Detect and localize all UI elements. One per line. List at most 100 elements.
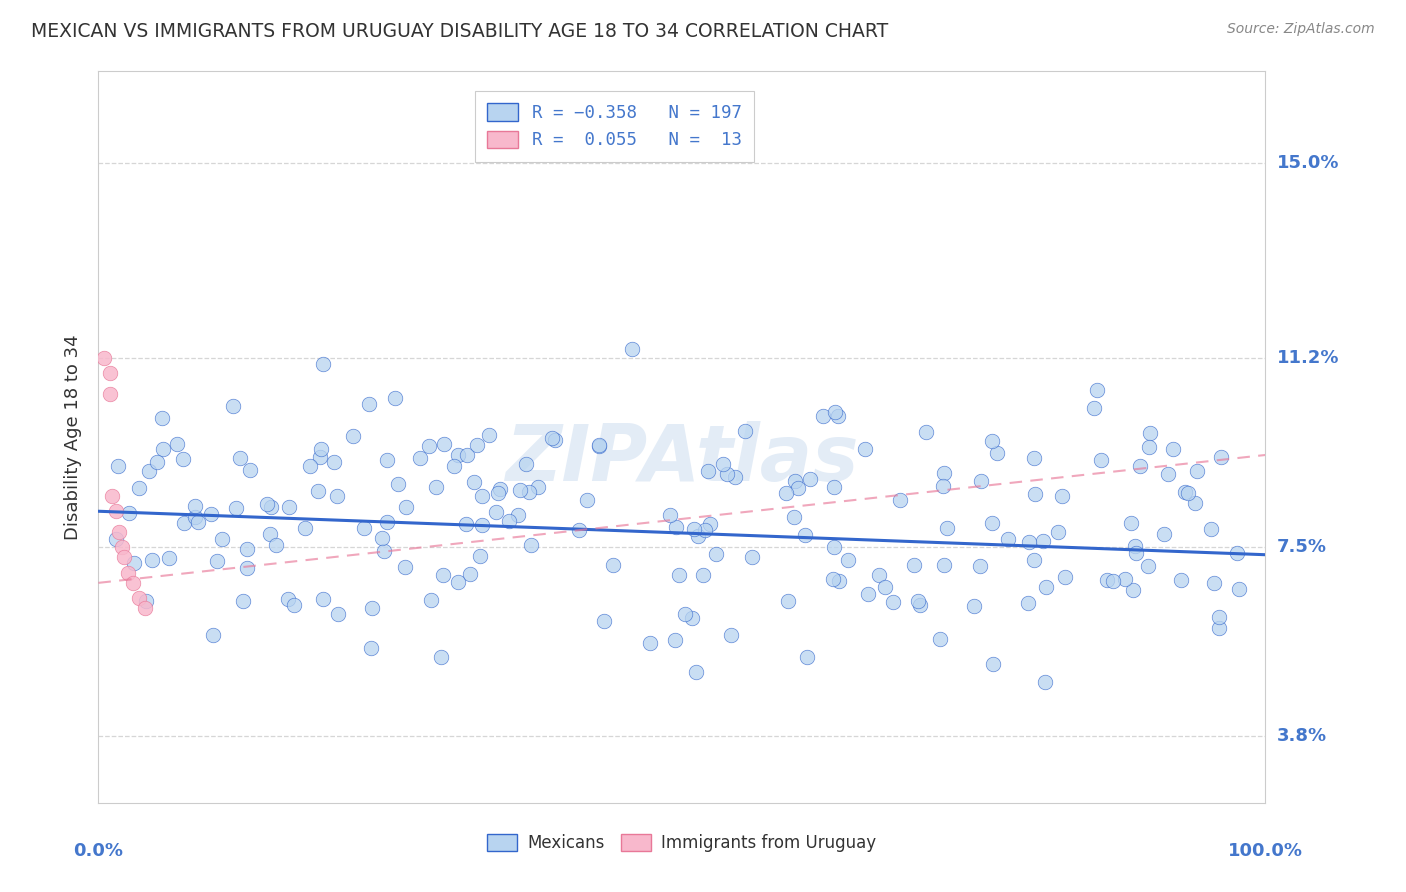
- Point: [519, 538, 541, 552]
- Point: [827, 409, 849, 424]
- Point: [117, 566, 139, 580]
- Point: [527, 479, 550, 493]
- Point: [793, 528, 815, 542]
- Text: 7.5%: 7.5%: [1277, 538, 1326, 556]
- Point: [506, 508, 529, 523]
- Point: [200, 507, 222, 521]
- Point: [359, 396, 381, 410]
- Point: [277, 500, 299, 514]
- Point: [543, 433, 565, 447]
- Point: [889, 493, 911, 508]
- Point: [430, 649, 453, 664]
- Point: [342, 429, 364, 443]
- Point: [1022, 552, 1045, 566]
- Point: [673, 607, 696, 622]
- Legend: Mexicans, Immigrants from Uruguay: Mexicans, Immigrants from Uruguay: [479, 825, 884, 860]
- Point: [882, 595, 904, 609]
- Point: [775, 485, 797, 500]
- Point: [796, 649, 818, 664]
- Point: [134, 601, 156, 615]
- Point: [1163, 442, 1185, 456]
- Point: [665, 519, 688, 533]
- Point: [395, 500, 418, 515]
- Point: [1033, 675, 1056, 690]
- Point: [1208, 609, 1230, 624]
- Point: [360, 600, 382, 615]
- Point: [1137, 559, 1160, 574]
- Point: [934, 466, 956, 480]
- Point: [699, 517, 721, 532]
- Point: [128, 591, 150, 606]
- Point: [1024, 451, 1046, 466]
- Point: [1187, 464, 1209, 478]
- Text: 11.2%: 11.2%: [1277, 349, 1339, 367]
- Point: [515, 457, 537, 471]
- Point: [576, 493, 599, 508]
- Point: [1153, 526, 1175, 541]
- Point: [328, 607, 350, 621]
- Point: [1018, 535, 1040, 549]
- Point: [98, 386, 121, 401]
- Point: [471, 489, 494, 503]
- Point: [1208, 621, 1230, 635]
- Point: [311, 442, 333, 456]
- Point: [981, 657, 1004, 671]
- Point: [225, 500, 247, 515]
- Point: [118, 506, 141, 520]
- Point: [260, 500, 283, 514]
- Point: [1024, 487, 1046, 501]
- Point: [932, 479, 955, 493]
- Point: [588, 438, 610, 452]
- Text: Source: ZipAtlas.com: Source: ZipAtlas.com: [1227, 22, 1375, 37]
- Point: [856, 587, 879, 601]
- Point: [1156, 467, 1178, 482]
- Point: [824, 540, 846, 554]
- Point: [1035, 581, 1057, 595]
- Point: [107, 459, 129, 474]
- Point: [914, 425, 936, 439]
- Point: [986, 446, 1008, 460]
- Point: [323, 455, 346, 469]
- Point: [326, 489, 349, 503]
- Point: [963, 599, 986, 613]
- Point: [298, 458, 321, 473]
- Point: [704, 547, 727, 561]
- Point: [1204, 575, 1226, 590]
- Text: ZIPAtlas: ZIPAtlas: [505, 421, 859, 497]
- Point: [112, 550, 135, 565]
- Point: [837, 552, 859, 566]
- Point: [312, 592, 335, 607]
- Point: [683, 522, 706, 536]
- Point: [202, 628, 225, 642]
- Point: [970, 474, 993, 488]
- Point: [776, 594, 799, 608]
- Point: [1199, 522, 1222, 536]
- Point: [696, 464, 718, 478]
- Point: [969, 559, 991, 574]
- Point: [1227, 582, 1250, 597]
- Point: [868, 568, 890, 582]
- Point: [104, 504, 127, 518]
- Text: 100.0%: 100.0%: [1227, 842, 1303, 860]
- Point: [509, 483, 531, 498]
- Point: [929, 632, 952, 646]
- Point: [936, 521, 959, 535]
- Point: [432, 568, 454, 582]
- Point: [463, 475, 485, 490]
- Point: [783, 509, 806, 524]
- Point: [734, 424, 756, 438]
- Point: [93, 351, 115, 365]
- Point: [486, 486, 509, 500]
- Point: [932, 558, 955, 572]
- Point: [658, 508, 681, 523]
- Text: MEXICAN VS IMMIGRANTS FROM URUGUAY DISABILITY AGE 18 TO 34 CORRELATION CHART: MEXICAN VS IMMIGRANTS FROM URUGUAY DISAB…: [31, 22, 889, 41]
- Point: [387, 476, 409, 491]
- Point: [108, 524, 131, 539]
- Point: [1177, 486, 1199, 500]
- Point: [236, 542, 259, 557]
- Point: [720, 627, 742, 641]
- Point: [477, 428, 499, 442]
- Point: [375, 453, 398, 467]
- Point: [456, 448, 478, 462]
- Point: [211, 532, 233, 546]
